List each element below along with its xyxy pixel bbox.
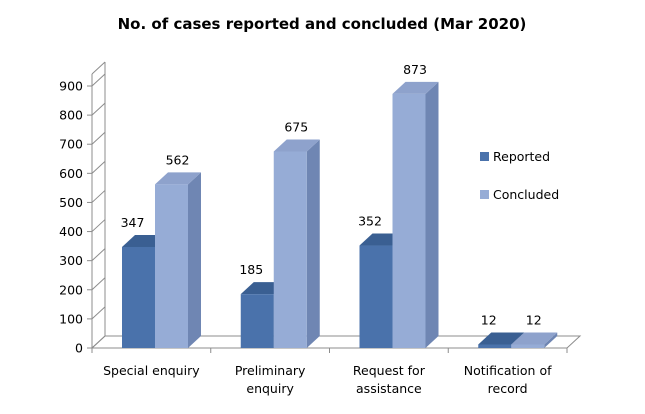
bar-front (155, 184, 188, 348)
y-tick-label: 800 (59, 108, 83, 123)
axis-top-edge (91, 61, 106, 75)
bar-top (392, 81, 439, 94)
bar-concluded (392, 81, 439, 349)
data-label: 562 (166, 152, 190, 167)
data-label: 12 (526, 313, 542, 328)
bar-side (425, 81, 439, 349)
bar-front (273, 151, 307, 348)
category-label: record (488, 381, 528, 396)
y-tick-diagonal (91, 102, 106, 116)
bar-side (306, 139, 320, 348)
bar-concluded (511, 332, 558, 348)
legend-label: Reported (493, 149, 550, 164)
y-tick-diagonal (91, 190, 106, 203)
y-axis: 0 100 200 300 400 500 600 700 800 900 (59, 73, 106, 356)
data-label: 185 (239, 262, 263, 277)
bar-top (273, 139, 320, 152)
y-tick-label: 700 (59, 137, 83, 152)
data-label: 352 (358, 214, 382, 229)
bar-front (392, 93, 426, 348)
category-label: Special enquiry (103, 363, 200, 378)
legend: Reported Concluded (480, 149, 559, 202)
y-tick-diagonal (91, 73, 106, 87)
y-tick-label: 100 (59, 311, 83, 326)
y-tick-diagonal (91, 160, 106, 174)
y-tick-label: 900 (59, 79, 83, 94)
bar-front (511, 344, 545, 348)
bar-concluded (155, 172, 201, 348)
bar-front (122, 246, 155, 348)
bar-front (359, 245, 393, 348)
y-tick-diagonal (91, 306, 106, 320)
y-tick-label: 500 (59, 195, 83, 210)
data-label: 12 (481, 313, 497, 328)
y-tick-label: 200 (59, 282, 83, 297)
y-tick-diagonal (91, 248, 106, 262)
category-label: Request for (353, 363, 426, 378)
bar-top (511, 332, 558, 345)
data-label: 873 (403, 62, 427, 77)
y-tick-label: 600 (59, 166, 83, 181)
bar-concluded (273, 139, 320, 348)
legend-swatch (480, 152, 489, 161)
bar-top (478, 332, 525, 345)
category-label: assistance (356, 381, 422, 396)
y-tick-label: 0 (75, 341, 83, 356)
x-axis: Special enquiry Preliminary enquiry Request… (91, 348, 568, 396)
bar-front (478, 344, 512, 348)
data-label: 347 (121, 215, 145, 230)
y-tick-diagonal (91, 131, 106, 145)
bar-side (544, 332, 558, 348)
bar-top (155, 172, 201, 185)
bars: 347 562 185 675 352 873 12 12 (121, 62, 558, 349)
bar-front (240, 294, 274, 348)
legend-label: Concluded (493, 187, 559, 202)
y-tick-diagonal (91, 335, 106, 349)
y-tick-label: 400 (59, 224, 83, 239)
category-label: Preliminary (235, 363, 306, 378)
y-tick-diagonal (91, 277, 106, 291)
y-tick-diagonal (91, 219, 106, 232)
data-label: 675 (284, 120, 308, 135)
legend-swatch (480, 190, 489, 199)
chart-title: No. of cases reported and concluded (Mar… (118, 15, 527, 33)
category-label: Notification of (464, 363, 552, 378)
y-tick-label: 300 (59, 253, 83, 268)
category-label: enquiry (246, 381, 294, 396)
bar-side (188, 172, 201, 348)
